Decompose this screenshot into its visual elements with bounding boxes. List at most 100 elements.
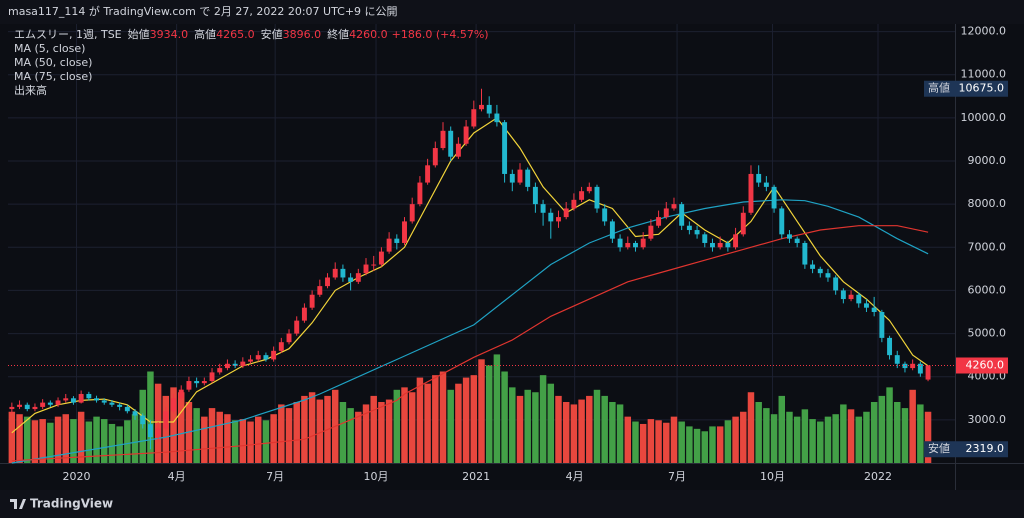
volume-bar [793, 416, 801, 463]
candle-body [617, 238, 623, 248]
candle-body [9, 406, 15, 410]
footer-bar [0, 490, 1024, 518]
volume-bar [570, 404, 578, 463]
ohlc-label: 始値 [128, 27, 150, 41]
volume-bar [31, 420, 39, 463]
candle-body [340, 268, 346, 278]
candle-body [479, 104, 484, 110]
volume-bar [216, 411, 223, 463]
candle-body [255, 355, 261, 360]
x-tick-label: 10月 [364, 470, 389, 483]
candle-body [448, 130, 454, 157]
candle-body [40, 402, 46, 407]
candle-body [378, 251, 384, 265]
volume-bar [231, 420, 239, 463]
last-price-box [956, 357, 1008, 374]
candle-body [717, 242, 723, 248]
candle-body [286, 333, 292, 343]
legend-title: エムスリー, 1週, TSE [14, 28, 122, 41]
candle-body [871, 307, 877, 312]
candle-body [556, 217, 561, 222]
ohlc-value: 4265.0 [216, 28, 255, 41]
candle-body [532, 186, 538, 205]
volume-bar [54, 416, 62, 463]
volume-bar [632, 421, 639, 463]
footer-text: TradingView [30, 497, 113, 511]
candle-body [779, 208, 785, 235]
volume-bar [131, 414, 139, 463]
ma-legend: MA (75, close) [14, 70, 92, 83]
candle-body [432, 148, 438, 166]
candle-body [263, 355, 269, 360]
volume-bar [539, 375, 547, 463]
candle-body [186, 381, 192, 390]
volume-bar [532, 392, 539, 463]
candle-body [78, 393, 84, 403]
x-tick-label: 7月 [668, 470, 686, 483]
volume-bar [524, 389, 531, 463]
candle-body [355, 273, 361, 282]
volume-bar [778, 395, 786, 463]
candle-body [910, 363, 916, 369]
volume-bar [39, 419, 46, 463]
volume-bar [339, 402, 347, 463]
volume-bar [362, 404, 370, 463]
volume-bar [308, 392, 316, 463]
volume-bar [47, 422, 54, 463]
volume-bar [85, 421, 93, 463]
candle-body [248, 359, 253, 362]
candle-body [486, 104, 492, 114]
price-label-value: 10675.0 [959, 82, 1005, 95]
price-label-name: 高値 [928, 81, 950, 95]
volume-bar [493, 354, 501, 463]
volume-bar [886, 387, 893, 463]
volume-bar [555, 395, 562, 463]
candle-body [848, 294, 854, 300]
volume-bar [832, 414, 839, 463]
volume-bar [101, 419, 108, 463]
candle-body [301, 307, 307, 321]
ma-legend: MA (5, close) [14, 42, 85, 55]
y-tick-label: 9000.0 [968, 154, 1007, 167]
change: +186.0 (+4.57%) [392, 28, 489, 41]
volume-bar [408, 392, 416, 463]
volume-bar [93, 416, 100, 463]
candle-body [47, 402, 53, 405]
candle-body [278, 342, 284, 351]
volume-bar [401, 387, 408, 463]
candle-body [271, 350, 277, 360]
volume-bar [516, 395, 524, 463]
volume-bar [355, 411, 362, 463]
candle-body [509, 173, 515, 183]
volume-bar [901, 408, 909, 463]
volume-bar [370, 395, 377, 463]
candle-body [810, 264, 816, 269]
volume-bar [924, 411, 932, 463]
volume-bar [670, 416, 678, 463]
volume-bar [701, 431, 709, 463]
candle-body [771, 186, 777, 209]
volume-bar [709, 426, 716, 463]
volume-bar [501, 371, 508, 463]
ohlc-value: 3934.0 [150, 28, 189, 41]
candle-body [132, 411, 138, 416]
volume-bar [578, 399, 585, 463]
candle-body [594, 186, 600, 209]
volume-bar [77, 411, 85, 463]
candle-body [440, 130, 446, 149]
volume-bar [693, 428, 701, 463]
volume-bar [663, 422, 670, 463]
candle-body [563, 208, 569, 218]
candle-body [24, 404, 30, 410]
volume-bar [424, 383, 431, 463]
candle-body [686, 225, 692, 231]
volume-bar [393, 389, 401, 463]
legend: エムスリー, 1週, TSE 始値3934.0 高値4265.0 安値3896.0 終値… [14, 27, 489, 97]
candle-body [802, 242, 808, 265]
volume-bar [855, 416, 862, 463]
candles [9, 88, 931, 450]
y-tick-label: 5000.0 [968, 327, 1007, 340]
volume-bar [686, 426, 693, 463]
candle-body [348, 277, 354, 282]
